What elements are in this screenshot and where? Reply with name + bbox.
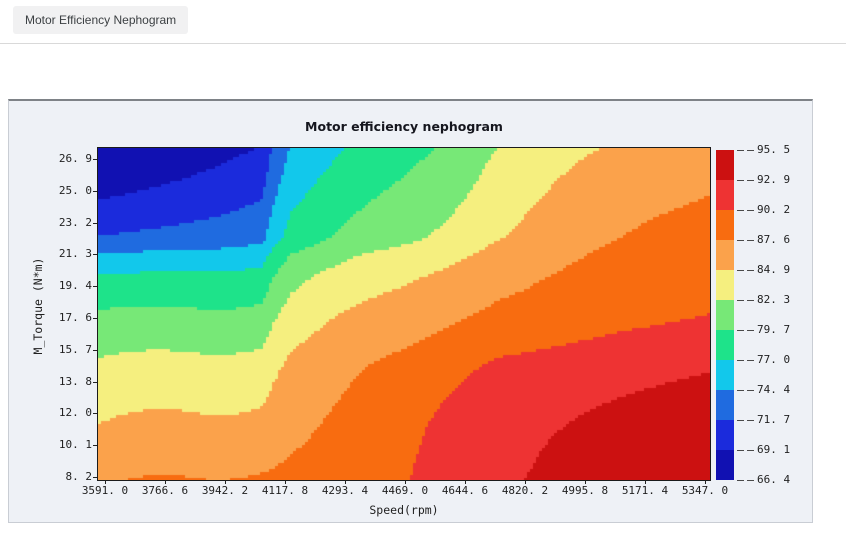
colorbar-segment xyxy=(716,390,734,420)
y-tick-mark xyxy=(93,413,97,415)
y-tick-mark xyxy=(93,381,97,383)
y-tick-mark xyxy=(93,477,97,478)
y-tick-mark xyxy=(93,254,97,256)
x-tick-label: 5347. 0 xyxy=(681,484,729,497)
colorbar-tick-mark xyxy=(737,150,754,151)
y-tick-label: 25. 0 xyxy=(58,183,92,197)
y-tick-mark xyxy=(93,159,97,160)
x-tick-label: 3766. 6 xyxy=(141,484,189,497)
x-tick-mark xyxy=(285,480,286,484)
x-tick-mark xyxy=(345,480,346,484)
y-tick-label: 8. 2 xyxy=(65,470,93,483)
tab-motor-efficiency-nephogram[interactable]: Motor Efficiency Nephogram xyxy=(13,6,189,34)
colorbar-segment xyxy=(716,210,734,240)
y-tick-label: 13. 8 xyxy=(58,374,92,388)
colorbar-tick-label: 69. 1 xyxy=(757,443,791,456)
colorbar-segment xyxy=(716,420,734,450)
colorbar-tick-mark xyxy=(737,270,754,271)
y-tick-mark xyxy=(93,286,97,288)
x-tick-mark xyxy=(645,480,646,484)
y-tick-label: 12. 0 xyxy=(58,406,92,420)
y-tick-mark xyxy=(93,318,97,319)
colorbar xyxy=(716,150,734,480)
colorbar-tick-mark xyxy=(737,300,754,301)
colorbar-tick-label: 90. 2 xyxy=(757,203,791,216)
colorbar-segment xyxy=(716,330,734,360)
chart-title: Motor efficiency nephogram xyxy=(305,119,503,134)
colorbar-tick-label: 84. 9 xyxy=(757,263,791,276)
y-tick-label: 17. 6 xyxy=(58,311,92,324)
colorbar-tick-mark xyxy=(737,450,754,451)
colorbar-segment xyxy=(716,150,734,180)
plot-area xyxy=(97,147,711,481)
y-tick-label: 19. 4 xyxy=(58,279,92,293)
x-tick-mark xyxy=(225,480,226,484)
colorbar-tick-mark xyxy=(737,240,754,241)
y-tick-mark xyxy=(93,349,97,351)
x-tick-label: 3591. 0 xyxy=(81,484,129,497)
colorbar-segment xyxy=(716,180,734,210)
colorbar-tick-mark xyxy=(737,330,754,331)
x-tick-label: 4820. 2 xyxy=(501,484,549,497)
x-tick-label: 4293. 4 xyxy=(321,484,369,497)
x-tick-mark xyxy=(105,480,106,484)
colorbar-segment xyxy=(716,240,734,270)
y-tick-label: 10. 1 xyxy=(58,438,92,452)
colorbar-tick-label: 74. 4 xyxy=(757,383,791,396)
x-tick-label: 4117. 8 xyxy=(261,484,309,497)
colorbar-segment xyxy=(716,450,734,480)
x-tick-mark xyxy=(705,480,706,484)
colorbar-tick-label: 79. 7 xyxy=(757,323,791,336)
colorbar-tick-mark xyxy=(737,210,754,211)
x-tick-mark xyxy=(465,480,466,484)
colorbar-tick-mark xyxy=(737,390,754,391)
x-tick-mark xyxy=(525,480,526,484)
colorbar-tick-mark xyxy=(737,420,754,421)
colorbar-tick-label: 95. 5 xyxy=(757,143,791,156)
header-divider xyxy=(0,43,846,44)
y-tick-mark xyxy=(93,222,97,224)
contour-canvas xyxy=(98,148,710,480)
colorbar-segment xyxy=(716,300,734,330)
colorbar-tick-label: 87. 6 xyxy=(757,233,791,246)
x-tick-label: 4469. 0 xyxy=(381,484,429,497)
colorbar-tick-label: 66. 4 xyxy=(757,473,791,486)
colorbar-tick-label: 82. 3 xyxy=(757,293,791,306)
x-tick-label: 3942. 2 xyxy=(201,484,249,497)
colorbar-tick-mark xyxy=(737,180,754,181)
x-tick-mark xyxy=(165,480,166,484)
colorbar-tick-label: 92. 9 xyxy=(757,173,791,186)
y-tick-mark xyxy=(93,445,97,447)
y-tick-label: 26. 9 xyxy=(58,152,92,165)
colorbar-tick-label: 77. 0 xyxy=(757,353,791,366)
y-tick-label: 23. 2 xyxy=(58,215,92,229)
x-tick-label: 4644. 6 xyxy=(441,484,489,497)
y-tick-label: 21. 3 xyxy=(58,247,92,261)
x-tick-mark xyxy=(585,480,586,484)
x-tick-label: 4995. 8 xyxy=(561,484,609,497)
x-axis-label: Speed(rpm) xyxy=(369,503,439,517)
colorbar-segment xyxy=(716,360,734,390)
x-tick-label: 5171. 4 xyxy=(621,484,669,497)
x-tick-mark xyxy=(405,480,406,484)
colorbar-tick-mark xyxy=(737,360,754,361)
y-axis-label: M_Torque (N*m) xyxy=(31,257,45,355)
y-tick-mark xyxy=(93,190,97,192)
colorbar-tick-label: 71. 7 xyxy=(757,413,791,426)
y-tick-label: 15. 7 xyxy=(58,342,92,356)
colorbar-tick-mark xyxy=(737,480,754,481)
colorbar-segment xyxy=(716,270,734,300)
